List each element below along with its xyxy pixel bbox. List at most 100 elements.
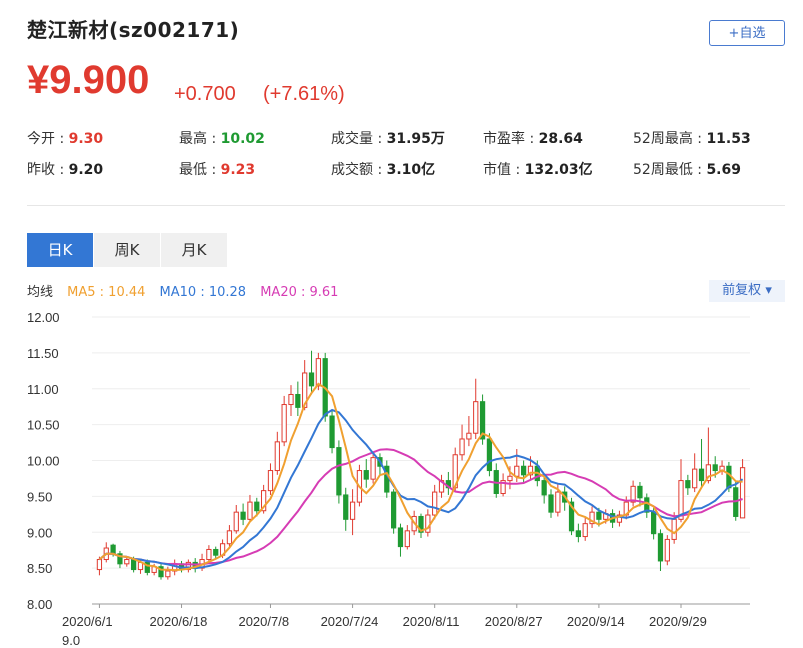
kline-chart[interactable]: 12.00 11.50 11.00 10.50 10.00 9.50 9.00 8.50 8.0… (0, 300, 803, 648)
stat-52w-low: 52周最低 : 5.69 (633, 159, 741, 179)
tab-monthly[interactable]: 月K (161, 233, 227, 267)
candle-up (671, 518, 677, 540)
tab-daily[interactable]: 日K (27, 233, 93, 267)
candle-up (664, 538, 670, 562)
stat-pe: 市盈率 : 28.64 (483, 128, 583, 148)
x-tick-label: 2020/9/29 (649, 614, 707, 629)
candle-down (254, 501, 260, 512)
stat-value: 3.10亿 (386, 162, 436, 178)
candle-up (233, 511, 239, 532)
stat-label: 52周最低 : (633, 162, 707, 178)
y-tick-label: 8.00 (27, 597, 52, 612)
stat-label: 今开 : (27, 131, 69, 147)
candle-up (165, 570, 171, 578)
candle-up (616, 514, 623, 523)
candle-down (144, 561, 150, 573)
stat-volume: 成交量 : 31.95万 (331, 128, 445, 148)
candle-up (739, 467, 746, 519)
candle-up (678, 480, 684, 520)
candle-up (630, 485, 636, 503)
candle-down (343, 494, 349, 520)
candle-up (555, 491, 561, 513)
candle-up (288, 393, 294, 406)
candle-up (582, 523, 588, 538)
candle-down (336, 447, 342, 496)
candle-down (575, 530, 581, 538)
y-tick-label: 11.50 (27, 346, 59, 361)
ma10-line (98, 408, 744, 570)
y-tick-label: 10.00 (27, 454, 60, 469)
y-tick-label: 11.00 (27, 382, 59, 397)
stat-label: 市盈率 : (483, 131, 539, 147)
candle-up (206, 548, 212, 561)
stat-value: 28.64 (538, 131, 583, 147)
candle-down (479, 401, 486, 440)
ma-legend: 均线 MA5 : 10.44 MA10 : 10.28 MA20 : 9.61 (27, 281, 348, 300)
adjust-label: 前复权 (722, 283, 762, 298)
stat-turnover: 成交额 : 3.10亿 (331, 159, 435, 179)
x-tick-label: 2020/8/11 (403, 614, 460, 629)
stat-label: 最低 : (179, 162, 221, 178)
candle-down (295, 393, 301, 408)
period-tabs: 日K 周K 月K (27, 233, 228, 267)
candle-down (397, 527, 404, 548)
stat-label: 昨收 : (27, 162, 69, 178)
candle-up (473, 401, 479, 434)
cut-off-tick-label: 9.0 (62, 633, 80, 648)
candle-down (240, 511, 246, 520)
stat-value: 9.30 (68, 131, 104, 147)
tab-weekly[interactable]: 周K (94, 233, 160, 267)
y-tick-label: 8.50 (27, 561, 52, 576)
candle-down (685, 480, 691, 489)
candle-up (370, 457, 376, 480)
x-tick-label: 2020/9/14 (567, 614, 625, 629)
add-favorite-button[interactable]: +自选 (709, 20, 785, 46)
candle-up (247, 501, 253, 520)
stat-prev-close: 昨收 : 9.20 (27, 159, 103, 179)
stat-market-cap: 市值 : 132.03亿 (483, 159, 593, 179)
stock-title: 楚江新材(sz002171) (27, 18, 240, 42)
ma5-line (98, 382, 743, 572)
stat-low: 最低 : 9.23 (179, 159, 255, 179)
price-change-percent: (+7.61%) (263, 83, 345, 105)
candle-down (110, 544, 116, 555)
candle-up (261, 490, 267, 512)
ma20-legend: MA20 : 9.61 (260, 285, 339, 300)
ma5-legend: MA5 : 10.44 (67, 285, 146, 300)
candle-down (418, 515, 424, 533)
candle-up (432, 491, 438, 516)
x-tick-label: 2020/6/18 (150, 614, 208, 629)
candle-up (705, 464, 711, 482)
ma-legend-label: 均线 (27, 285, 54, 300)
candle-up (274, 441, 280, 472)
stat-label: 成交额 : (331, 162, 387, 178)
stat-value: 31.95万 (386, 131, 445, 147)
stat-value: 132.03亿 (524, 162, 593, 178)
candle-down (363, 470, 369, 480)
candle-down (117, 553, 123, 565)
stat-52w-high: 52周最高 : 11.53 (633, 128, 751, 148)
price-change: +0.700 (174, 83, 236, 105)
candle-up (404, 530, 410, 548)
candle-down (541, 480, 547, 496)
stat-label: 最高 : (179, 131, 221, 147)
stat-label: 成交量 : (331, 131, 387, 147)
candle-up (267, 470, 274, 492)
candle-down (521, 465, 527, 476)
candle-down (329, 415, 335, 449)
current-price: ¥9.900 (27, 58, 150, 102)
candle-down (158, 566, 164, 578)
adjust-dropdown[interactable]: 前复权 ▾ (709, 280, 785, 302)
y-tick-label: 9.50 (27, 489, 52, 504)
stat-open: 今开 : 9.30 (27, 128, 103, 148)
candle-down (651, 511, 657, 535)
candle-up (96, 559, 103, 571)
candle-up (527, 465, 534, 476)
candle-down (596, 511, 602, 520)
candle-down (486, 438, 493, 472)
divider (27, 205, 785, 206)
candle-up (349, 501, 356, 520)
x-tick-label: 2020/7/8 (238, 614, 289, 629)
candle-up (507, 475, 513, 482)
candle-up (459, 438, 465, 456)
